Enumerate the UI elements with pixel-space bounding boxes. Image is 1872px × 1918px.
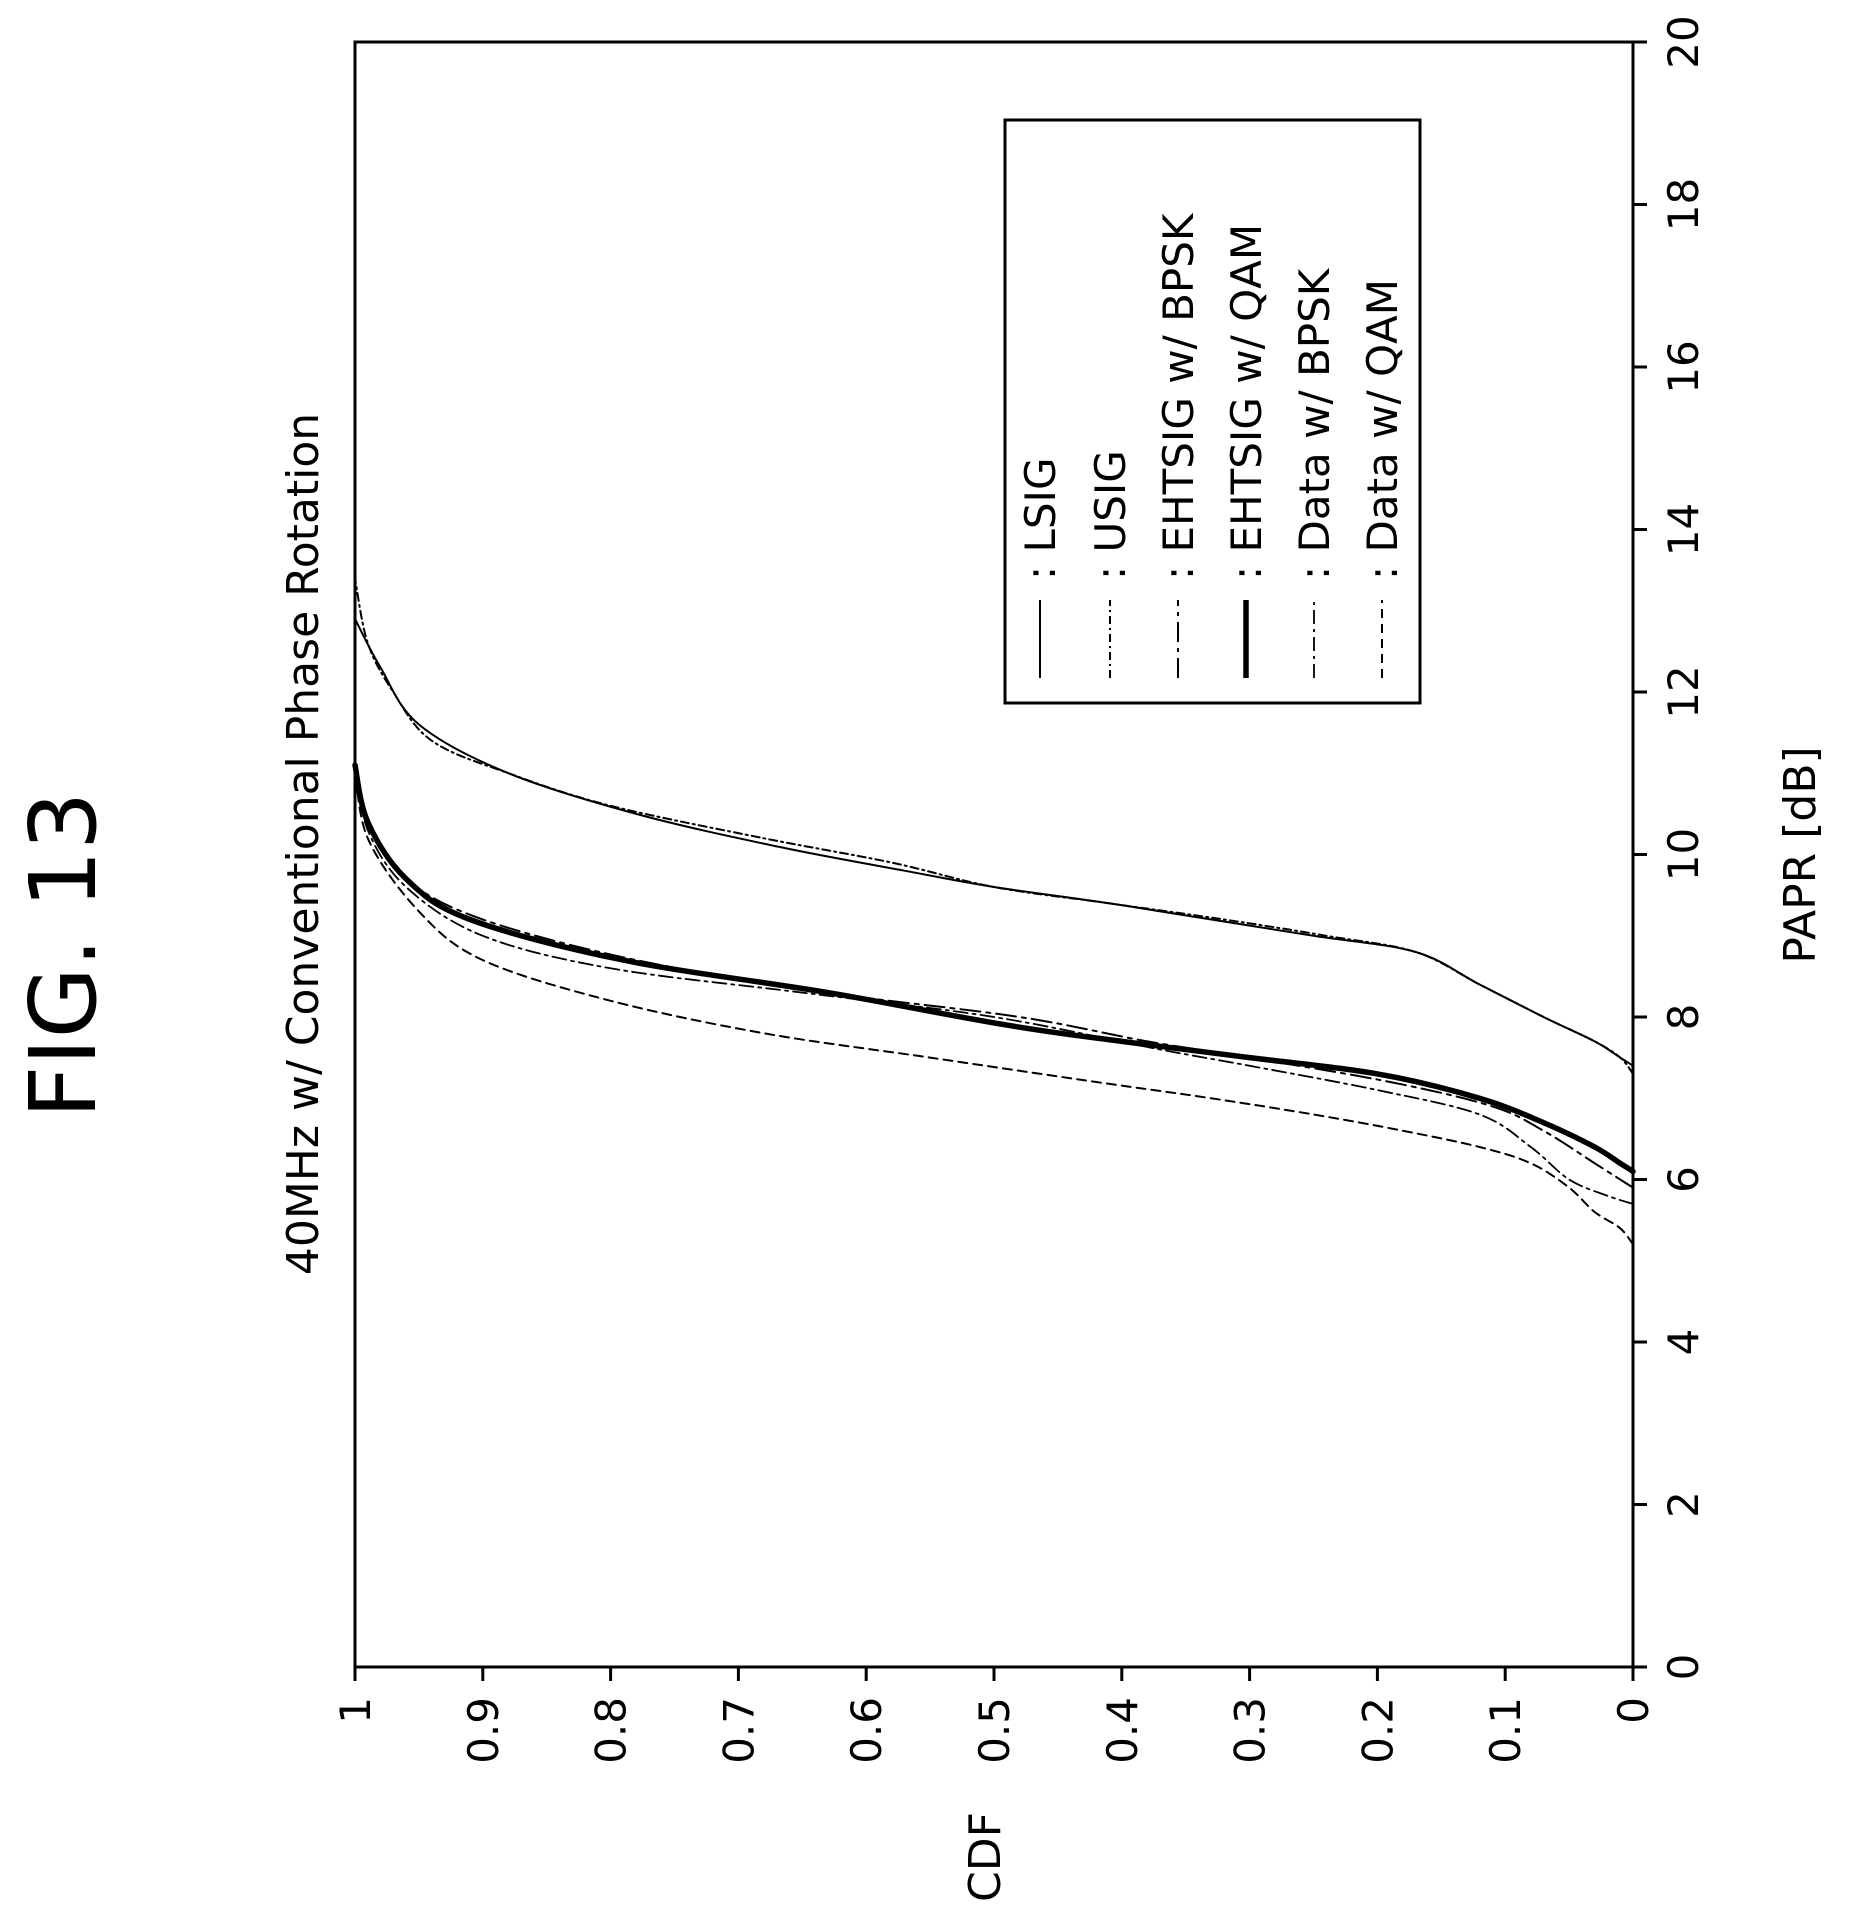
figure-label: FIG. 13 (10, 792, 117, 1119)
x-tick-label: 10 (1659, 828, 1708, 881)
y-tick-label: 0.1 (1481, 1697, 1530, 1764)
legend-label: : EHTSIG w/ BPSK (1154, 212, 1203, 580)
y-tick-label: 0.9 (459, 1697, 508, 1764)
series-line-ehtsig-w-qam (352, 762, 1636, 1175)
plot-area-frame (353, 40, 1635, 1669)
x-tick-label: 8 (1659, 1004, 1708, 1031)
series-line-ehtsig-w-bpsk (354, 764, 1634, 1189)
x-tick-label: 14 (1659, 503, 1708, 556)
series-line-usig (354, 577, 1634, 1075)
y-tick-label: 0.3 (1226, 1697, 1275, 1764)
chart-title: 40MHz w/ Conventional Phase Rotation (278, 413, 329, 1275)
y-tick-label: 1 (331, 1697, 380, 1724)
legend-label: : Data w/ BPSK (1290, 267, 1339, 580)
series-lines (352, 577, 1636, 1246)
y-tick-label: 0 (1609, 1697, 1658, 1724)
y-tick-label: 0.7 (714, 1697, 763, 1764)
x-tick-label: 0 (1659, 1654, 1708, 1681)
x-tick-label: 16 (1659, 340, 1708, 393)
y-axis-label: CDF (960, 1812, 1011, 1902)
y-axis-ticks: 0 0.1 0.2 0.3 0.4 0.5 0.6 0.7 0.8 0.9 1 (331, 1667, 1658, 1764)
legend-label: : Data w/ QAM (1358, 279, 1407, 580)
x-axis-ticks: 0 2 4 6 8 10 12 14 16 18 20 (1633, 15, 1708, 1680)
legend-label: : LSIG (1016, 458, 1065, 581)
legend-box (1003, 118, 1422, 705)
x-tick-label: 12 (1659, 665, 1708, 718)
series-line-lsig (354, 617, 1634, 1067)
x-axis-label: PAPR [dB] (1775, 746, 1826, 963)
y-tick-label: 0.5 (970, 1697, 1019, 1764)
x-tick-label: 2 (1659, 1491, 1708, 1518)
x-tick-label: 6 (1659, 1166, 1708, 1193)
x-tick-label: 20 (1659, 15, 1708, 68)
legend-label: : USIG (1086, 450, 1135, 580)
legend-label: : EHTSIG w/ QAM (1222, 224, 1271, 580)
x-tick-label: 4 (1659, 1329, 1708, 1356)
x-tick-label: 18 (1659, 178, 1708, 231)
legend: : LSIG : USIG : EHTSIG w/ BPSK : EHTSIG w/ … (1003, 118, 1422, 705)
y-tick-label: 0.2 (1353, 1697, 1402, 1764)
y-tick-label: 0.8 (587, 1697, 636, 1764)
series-line-data-w-bpsk (354, 764, 1634, 1205)
y-tick-label: 0.4 (1098, 1697, 1147, 1764)
y-tick-label: 0.6 (842, 1697, 891, 1764)
series-line-data-w-qam (354, 764, 1634, 1246)
